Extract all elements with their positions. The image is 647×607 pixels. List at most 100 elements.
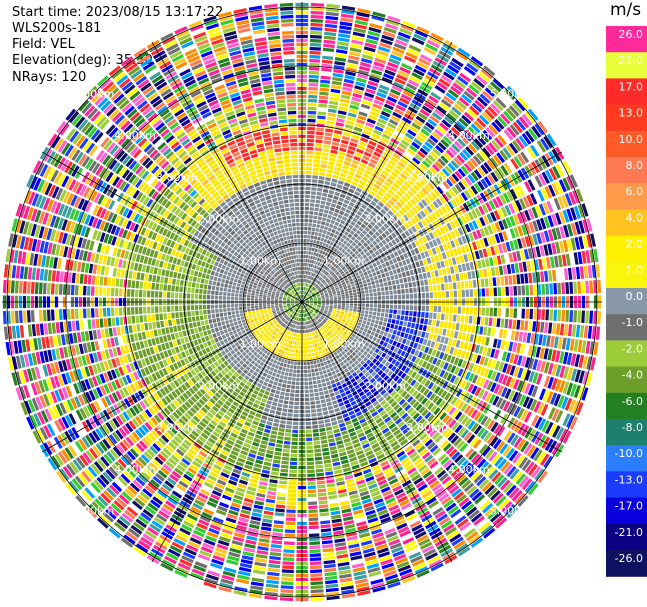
velocity-gate [349,308,353,312]
velocity-gate [463,324,468,332]
velocity-gate [388,270,394,276]
velocity-gate [376,287,381,292]
velocity-gate [388,241,394,248]
velocity-gate [372,262,377,268]
velocity-gate [320,79,331,84]
velocity-gate [474,99,486,110]
velocity-gate [456,137,467,148]
velocity-gate [322,382,327,387]
velocity-gate [307,473,315,478]
velocity-gate [331,237,336,243]
velocity-gate [394,237,400,244]
velocity-gate [473,138,484,148]
velocity-gate [501,286,506,296]
velocity-gate [327,165,334,170]
velocity-gate [375,95,385,103]
velocity-gate [407,48,420,56]
velocity-gate [307,361,310,365]
velocity-gate [463,272,468,280]
velocity-gate [282,404,288,409]
velocity-gate [299,329,302,334]
velocity-gate [335,271,340,276]
velocity-gate [349,303,354,306]
velocity-gate [333,212,339,217]
velocity-gate [378,321,383,326]
velocity-gate [327,385,333,390]
velocity-gate [307,239,310,243]
velocity-gate [297,353,301,358]
velocity-gate [497,116,508,128]
velocity-gate [292,421,299,426]
velocity-gate [308,284,312,288]
velocity-gate [323,35,336,41]
velocity-gate [348,188,355,194]
velocity-gate [333,303,338,305]
velocity-gate [358,207,365,213]
velocity-gate [317,484,326,489]
velocity-gate [546,257,551,269]
velocity-gate [390,334,396,340]
velocity-gate [511,102,523,114]
velocity-gate [493,307,498,317]
velocity-gate [331,370,336,375]
velocity-gate [319,229,324,233]
velocity-gate [464,280,469,289]
velocity-gate [351,181,358,187]
velocity-gate [338,197,345,202]
velocity-gate [276,439,284,444]
velocity-gate [444,259,449,267]
velocity-gate [326,479,335,484]
velocity-gate [341,168,348,174]
velocity-gate [326,279,330,283]
velocity-gate [310,26,323,31]
velocity-gate [319,516,330,521]
velocity-gate [419,210,427,218]
velocity-gate [505,308,510,318]
velocity-gate [567,267,573,280]
velocity-gate [305,425,312,430]
velocity-gate [476,96,488,107]
velocity-gate [267,490,277,496]
velocity-gate [447,258,453,266]
velocity-gate [310,281,313,285]
velocity-gate [513,286,518,296]
velocity-gate [450,198,458,208]
velocity-gate [392,153,401,160]
velocity-gate [389,309,393,314]
velocity-gate [392,314,397,319]
velocity-gate [275,364,279,369]
velocity-gate [276,407,282,412]
velocity-gate [333,465,342,471]
velocity-gate [348,201,355,207]
velocity-gate [482,147,492,158]
velocity-gate [319,512,330,517]
velocity-gate [487,84,499,96]
velocity-gate [325,19,338,25]
velocity-gate [452,314,457,322]
velocity-gate [411,225,417,233]
velocity-gate [518,135,529,147]
velocity-gate [502,147,512,159]
velocity-gate [303,234,307,239]
velocity-gate [569,310,574,323]
velocity-gate [335,49,348,54]
velocity-gate [374,332,379,338]
velocity-gate [441,306,446,313]
velocity-gate [277,492,287,497]
velocity-gate [332,137,341,143]
velocity-gate [388,328,394,334]
velocity-gate [360,204,367,210]
velocity-gate [323,209,329,214]
velocity-gate [373,304,378,308]
velocity-gate [297,361,301,366]
velocity-gate [372,197,379,204]
velocity-gate [324,181,331,186]
velocity-gate [303,266,305,271]
velocity-gate [325,579,338,585]
velocity-gate [397,304,402,310]
velocity-gate [315,261,319,265]
velocity-gate [266,421,273,426]
velocity-gate [319,87,330,92]
velocity-gate [399,320,404,326]
velocity-gate [284,436,291,441]
